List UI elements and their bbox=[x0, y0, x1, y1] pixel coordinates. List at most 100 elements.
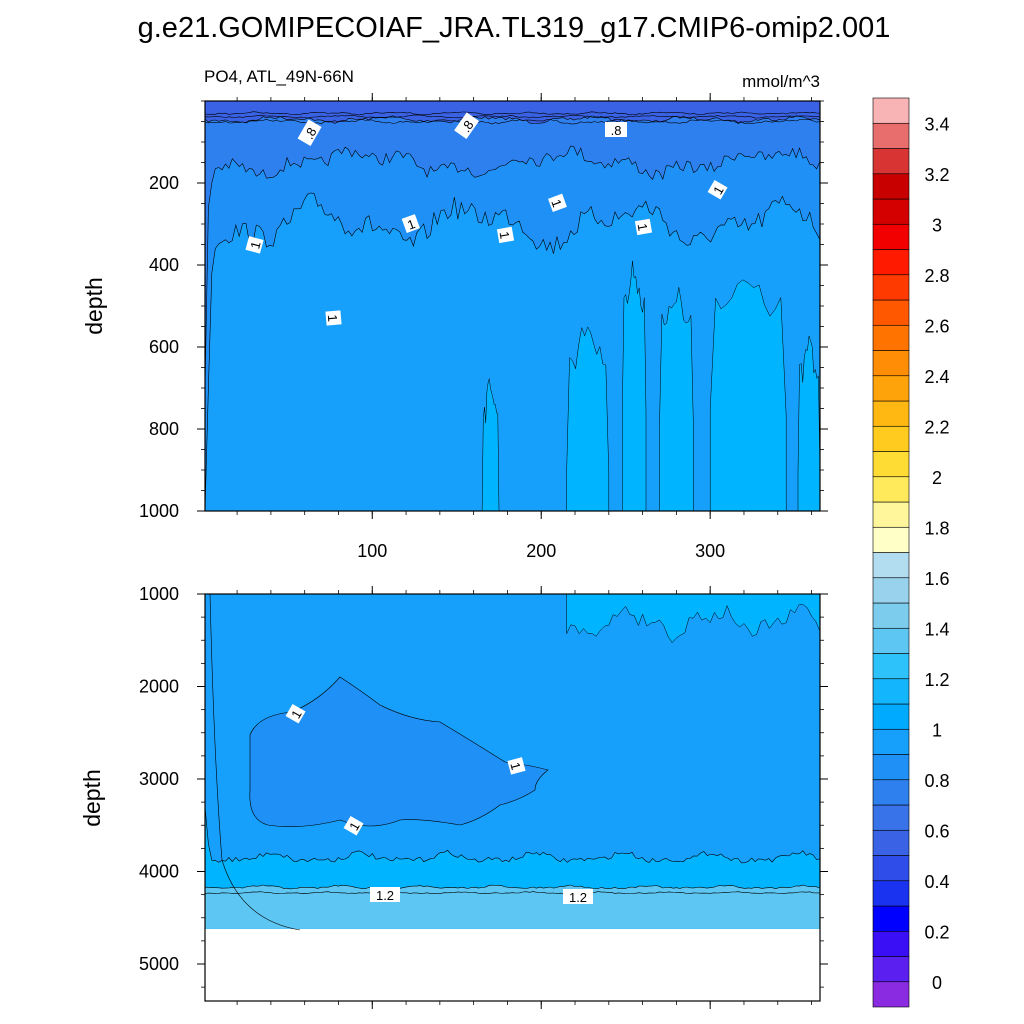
colorbar-box bbox=[872, 299, 910, 326]
lower-contour-label-bg bbox=[343, 815, 364, 836]
colorbar-tick-label: 0.4 bbox=[924, 872, 949, 892]
y-tick-label: 400 bbox=[149, 255, 179, 275]
colorbar-tick-label: 0.2 bbox=[924, 922, 949, 942]
upper-column-1.1 bbox=[481, 378, 500, 512]
colorbar-box bbox=[872, 653, 910, 680]
lower-contour-label-bg bbox=[563, 889, 593, 904]
colorbar-box bbox=[872, 855, 910, 882]
upper-contour-label-text: .8 bbox=[611, 123, 622, 138]
lower-contour-label-bg bbox=[507, 757, 526, 775]
upper-contour-label-text: 1 bbox=[405, 216, 417, 233]
upper-contour-label-text: 1 bbox=[247, 240, 263, 251]
upper-contour-label-bg bbox=[496, 226, 515, 244]
upper-contour-line bbox=[204, 145, 821, 389]
colorbar-box bbox=[872, 122, 910, 149]
colorbar-box bbox=[872, 905, 910, 932]
upper-contour-label: 1 bbox=[548, 193, 567, 212]
lower-contour-line bbox=[204, 891, 820, 894]
colorbar-tick-label: 3.4 bbox=[924, 114, 949, 134]
lower-band-1.2 bbox=[205, 885, 820, 929]
colorbar-tick-label: 2.4 bbox=[924, 367, 949, 387]
upper-contour-label-text: 1 bbox=[634, 222, 650, 232]
lower-contour-label: 1.2 bbox=[370, 887, 400, 903]
upper-contour-label: 1 bbox=[496, 226, 515, 244]
upper-contour-label-bg bbox=[297, 119, 322, 147]
colorbar-box bbox=[872, 880, 910, 907]
upper-contour-label: 1 bbox=[401, 214, 420, 233]
lower-contour-label-text: 1 bbox=[507, 761, 523, 772]
colorbar-tick-label: 0.8 bbox=[924, 771, 949, 791]
colorbar-tick-label: 1.6 bbox=[924, 569, 949, 589]
colorbar-box bbox=[872, 148, 910, 175]
lower-contour-line bbox=[204, 806, 821, 864]
upper-y-axis-label: depth bbox=[81, 277, 107, 335]
colorbar-tick-label: 0.6 bbox=[924, 821, 949, 841]
upper-contour-labels: .8 .8 .8 1 1 1 1 1 1 1 bbox=[245, 112, 728, 326]
colorbar-tick-label: 2.6 bbox=[924, 316, 949, 336]
lower-contour-label: 1 bbox=[343, 815, 364, 836]
x-tick-label: 200 bbox=[526, 541, 556, 561]
colorbar-box bbox=[872, 627, 910, 654]
upper-column-1.1 bbox=[709, 279, 787, 512]
colorbar-box bbox=[872, 930, 910, 957]
upper-contour-label: 1 bbox=[245, 236, 264, 254]
lower-y-axis-label: depth bbox=[79, 769, 105, 827]
colorbar-box bbox=[872, 198, 910, 225]
colorbar-box bbox=[872, 350, 910, 377]
lower-contour-label: 1 bbox=[507, 757, 526, 775]
lower-contour-lines bbox=[204, 593, 821, 931]
colorbar-box bbox=[872, 173, 910, 200]
colorbar-box bbox=[872, 375, 910, 402]
colorbar-box bbox=[872, 324, 910, 351]
colorbar-tick-label: 1 bbox=[932, 720, 942, 740]
upper-contour-label-text: 1 bbox=[325, 314, 341, 323]
colorbar-tick-label: 1.2 bbox=[924, 670, 949, 690]
colorbar: 0 0.2 0.4 0.6 0.8 1 1.2 1.4 1.6 1.8 2 2.2 2.4 2.6 2.8 3… bbox=[872, 97, 950, 1008]
upper-column-1.1 bbox=[566, 326, 610, 512]
lower-contour-labels: 1 1 1 1.2 1.2 bbox=[285, 703, 593, 905]
y-tick-label: 200 bbox=[149, 173, 179, 193]
colorbar-tick-label: 2 bbox=[932, 468, 942, 488]
colorbar-box bbox=[872, 400, 910, 427]
variable-region-label: PO4, ATL_49N-66N bbox=[204, 67, 354, 86]
upper-contour-label-text: 1 bbox=[548, 197, 565, 209]
colorbar-box bbox=[872, 552, 910, 579]
lower-panel: 1 1 1 1.2 1.2 1000 2000 3000 4000 5000 depth bbox=[79, 584, 828, 1009]
lower-contour-label-text: 1.2 bbox=[376, 888, 394, 903]
upper-contour-label: .8 bbox=[454, 112, 480, 140]
lower-contour-fill bbox=[205, 593, 821, 1001]
colorbar-box bbox=[872, 956, 910, 983]
lower-low-region-0.9 bbox=[249, 676, 549, 827]
colorbar-box bbox=[872, 425, 910, 452]
colorbar-tick-label: 1.8 bbox=[924, 518, 949, 538]
upper-contour-label: .8 bbox=[605, 122, 627, 138]
lower-contour-label-bg bbox=[285, 703, 306, 724]
chart-title: g.e21.GOMIPECOIAF_JRA.TL319_g17.CMIP6-om… bbox=[138, 12, 891, 44]
units-label: mmol/m^3 bbox=[742, 72, 820, 91]
lower-contour-label: 1 bbox=[285, 703, 306, 724]
upper-column-1.1 bbox=[622, 260, 647, 512]
colorbar-box bbox=[872, 678, 910, 705]
colorbar-tick-label: 3 bbox=[932, 215, 942, 235]
upper-contour-line bbox=[204, 115, 821, 124]
upper-contour-label-bg bbox=[401, 214, 420, 233]
lower-contour-line bbox=[204, 884, 821, 890]
upper-contour-label-bg bbox=[454, 112, 480, 140]
y-tick-label: 1000 bbox=[139, 501, 179, 521]
y-tick-label: 600 bbox=[149, 337, 179, 357]
colorbar-box bbox=[872, 829, 910, 856]
lower-contour-line bbox=[209, 593, 301, 931]
lower-plot-frame bbox=[204, 593, 821, 1002]
upper-contour-label-bg bbox=[245, 236, 264, 254]
upper-contour-label: 1 bbox=[325, 310, 342, 326]
colorbar-box bbox=[872, 501, 910, 528]
lower-contour-label-text: 1.2 bbox=[569, 890, 587, 905]
upper-contour-fill bbox=[205, 101, 821, 512]
upper-column-1.1 bbox=[797, 335, 821, 512]
colorbar-tick-label: 1.4 bbox=[924, 619, 949, 639]
colorbar-box bbox=[872, 451, 910, 478]
y-tick-label: 5000 bbox=[139, 954, 179, 974]
colorbar-box bbox=[872, 754, 910, 781]
y-tick-label: 2000 bbox=[139, 677, 179, 697]
